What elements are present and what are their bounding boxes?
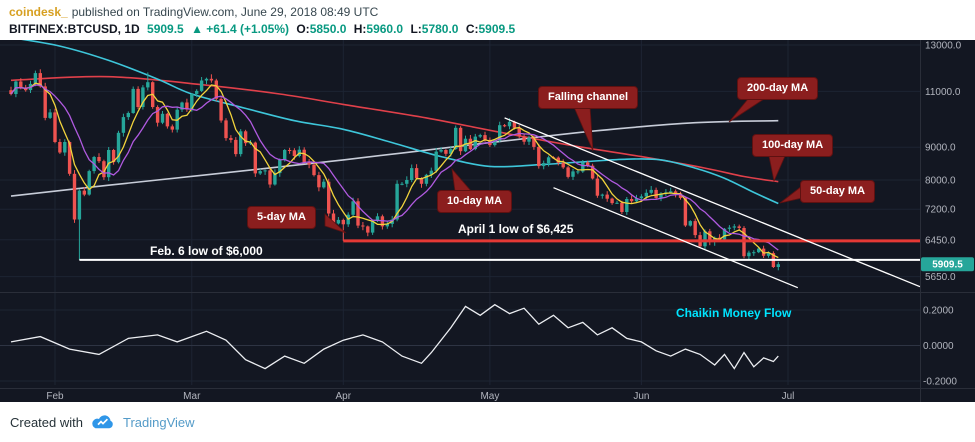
tradingview-brand-link[interactable]: TradingView: [122, 414, 195, 430]
ma10-line: [10, 84, 779, 251]
author-link[interactable]: coindesk_: [9, 5, 68, 19]
indicator-pane[interactable]: [10, 303, 779, 370]
header: coindesk_ published on TradingView.com, J…: [0, 0, 975, 40]
price-change: ▲ +61.4 (+1.05%): [191, 22, 289, 36]
cmf-tick-label: -0.2000: [923, 377, 957, 388]
april-low-label: April 1 low of $6,425: [458, 222, 574, 236]
ma5-line: [10, 82, 779, 259]
price-tick-label: 5650.0: [925, 272, 956, 283]
symbol-line: BITFINEX:BTCUSD, 1D 5909.5 ▲ +61.4 (+1.0…: [9, 22, 519, 36]
channel-line-lower: [553, 187, 799, 289]
cmf-tick-label: 0.0000: [923, 341, 954, 352]
price-tick-label: 9000.0: [925, 143, 956, 154]
last-price: 5909.5: [147, 22, 184, 36]
cloud-icon: [92, 414, 113, 428]
footer: Created with TradingView: [0, 402, 975, 442]
open-label: O:: [296, 22, 310, 36]
chart-area[interactable]: 13000.0 11000.0 9000.0 8000.0 7200.0 6450.0 56…: [0, 40, 975, 402]
time-axis[interactable]: [0, 388, 975, 402]
low-label: L:: [410, 22, 422, 36]
price-tick-label: 11000.0: [925, 87, 961, 98]
annotation-200-day-ma: 200-day MA: [737, 77, 819, 100]
month-label-May: May: [480, 391, 499, 402]
channel-line-upper: [504, 117, 920, 288]
high-value: 5960.0: [366, 22, 404, 36]
published-text: published on TradingView.com, June 29, 2…: [71, 5, 379, 19]
month-label-Jun: Jun: [633, 391, 649, 402]
cmf-tick-label: 0.2000: [923, 306, 954, 317]
tail-100-day: [768, 155, 786, 183]
symbol-title: BITFINEX:BTCUSD, 1D: [9, 22, 140, 36]
last-price-badge-value: 5909.5: [932, 260, 963, 271]
annotation-falling-channel: Falling channel: [538, 86, 639, 109]
open-value: 5850.0: [309, 22, 347, 36]
chart-canvas[interactable]: 13000.0 11000.0 9000.0 8000.0 7200.0 6450.0 56…: [0, 40, 975, 402]
annotation-10-day-ma: 10-day MA: [437, 190, 513, 213]
price-tick-label: 8000.0: [925, 176, 956, 187]
created-with-text: Created with: [10, 414, 83, 430]
month-label-Mar: Mar: [183, 391, 201, 402]
month-label-Apr: Apr: [336, 391, 352, 402]
feb-low-label: Feb. 6 low of $6,000: [150, 244, 263, 258]
cmf-line: [10, 303, 779, 370]
month-label-Jul: Jul: [782, 391, 795, 402]
ma100-line: [10, 75, 779, 183]
annotation-5-day-ma: 5-day MA: [247, 206, 316, 229]
last-price-badge: [921, 257, 974, 272]
price-tick-label: 7200.0: [925, 205, 956, 216]
tail-5-day: [324, 213, 347, 234]
ma200-line: [10, 119, 779, 197]
tail-200-day: [728, 98, 766, 123]
price-tick-label: 13000.0: [925, 41, 962, 52]
cmf-indicator-label: Chaikin Money Flow: [676, 306, 792, 320]
close-value: 5909.5: [478, 22, 516, 36]
tradingview-logo[interactable]: [90, 414, 116, 431]
publish-line: coindesk_ published on TradingView.com, J…: [9, 5, 378, 19]
ma50-line: [21, 40, 779, 205]
annotation-50-day-ma: 50-day MA: [800, 180, 876, 203]
month-label-Feb: Feb: [46, 391, 64, 402]
low-value: 5780.0: [421, 22, 459, 36]
tail-50-day: [779, 185, 803, 204]
high-label: H:: [353, 22, 367, 36]
price-scale[interactable]: [920, 40, 975, 388]
annotation-100-day-ma: 100-day MA: [752, 134, 834, 157]
price-pane[interactable]: [9, 40, 920, 289]
close-label: C:: [465, 22, 479, 36]
tail-falling-channel: [573, 106, 594, 152]
price-tick-label: 6450.0: [925, 235, 956, 246]
